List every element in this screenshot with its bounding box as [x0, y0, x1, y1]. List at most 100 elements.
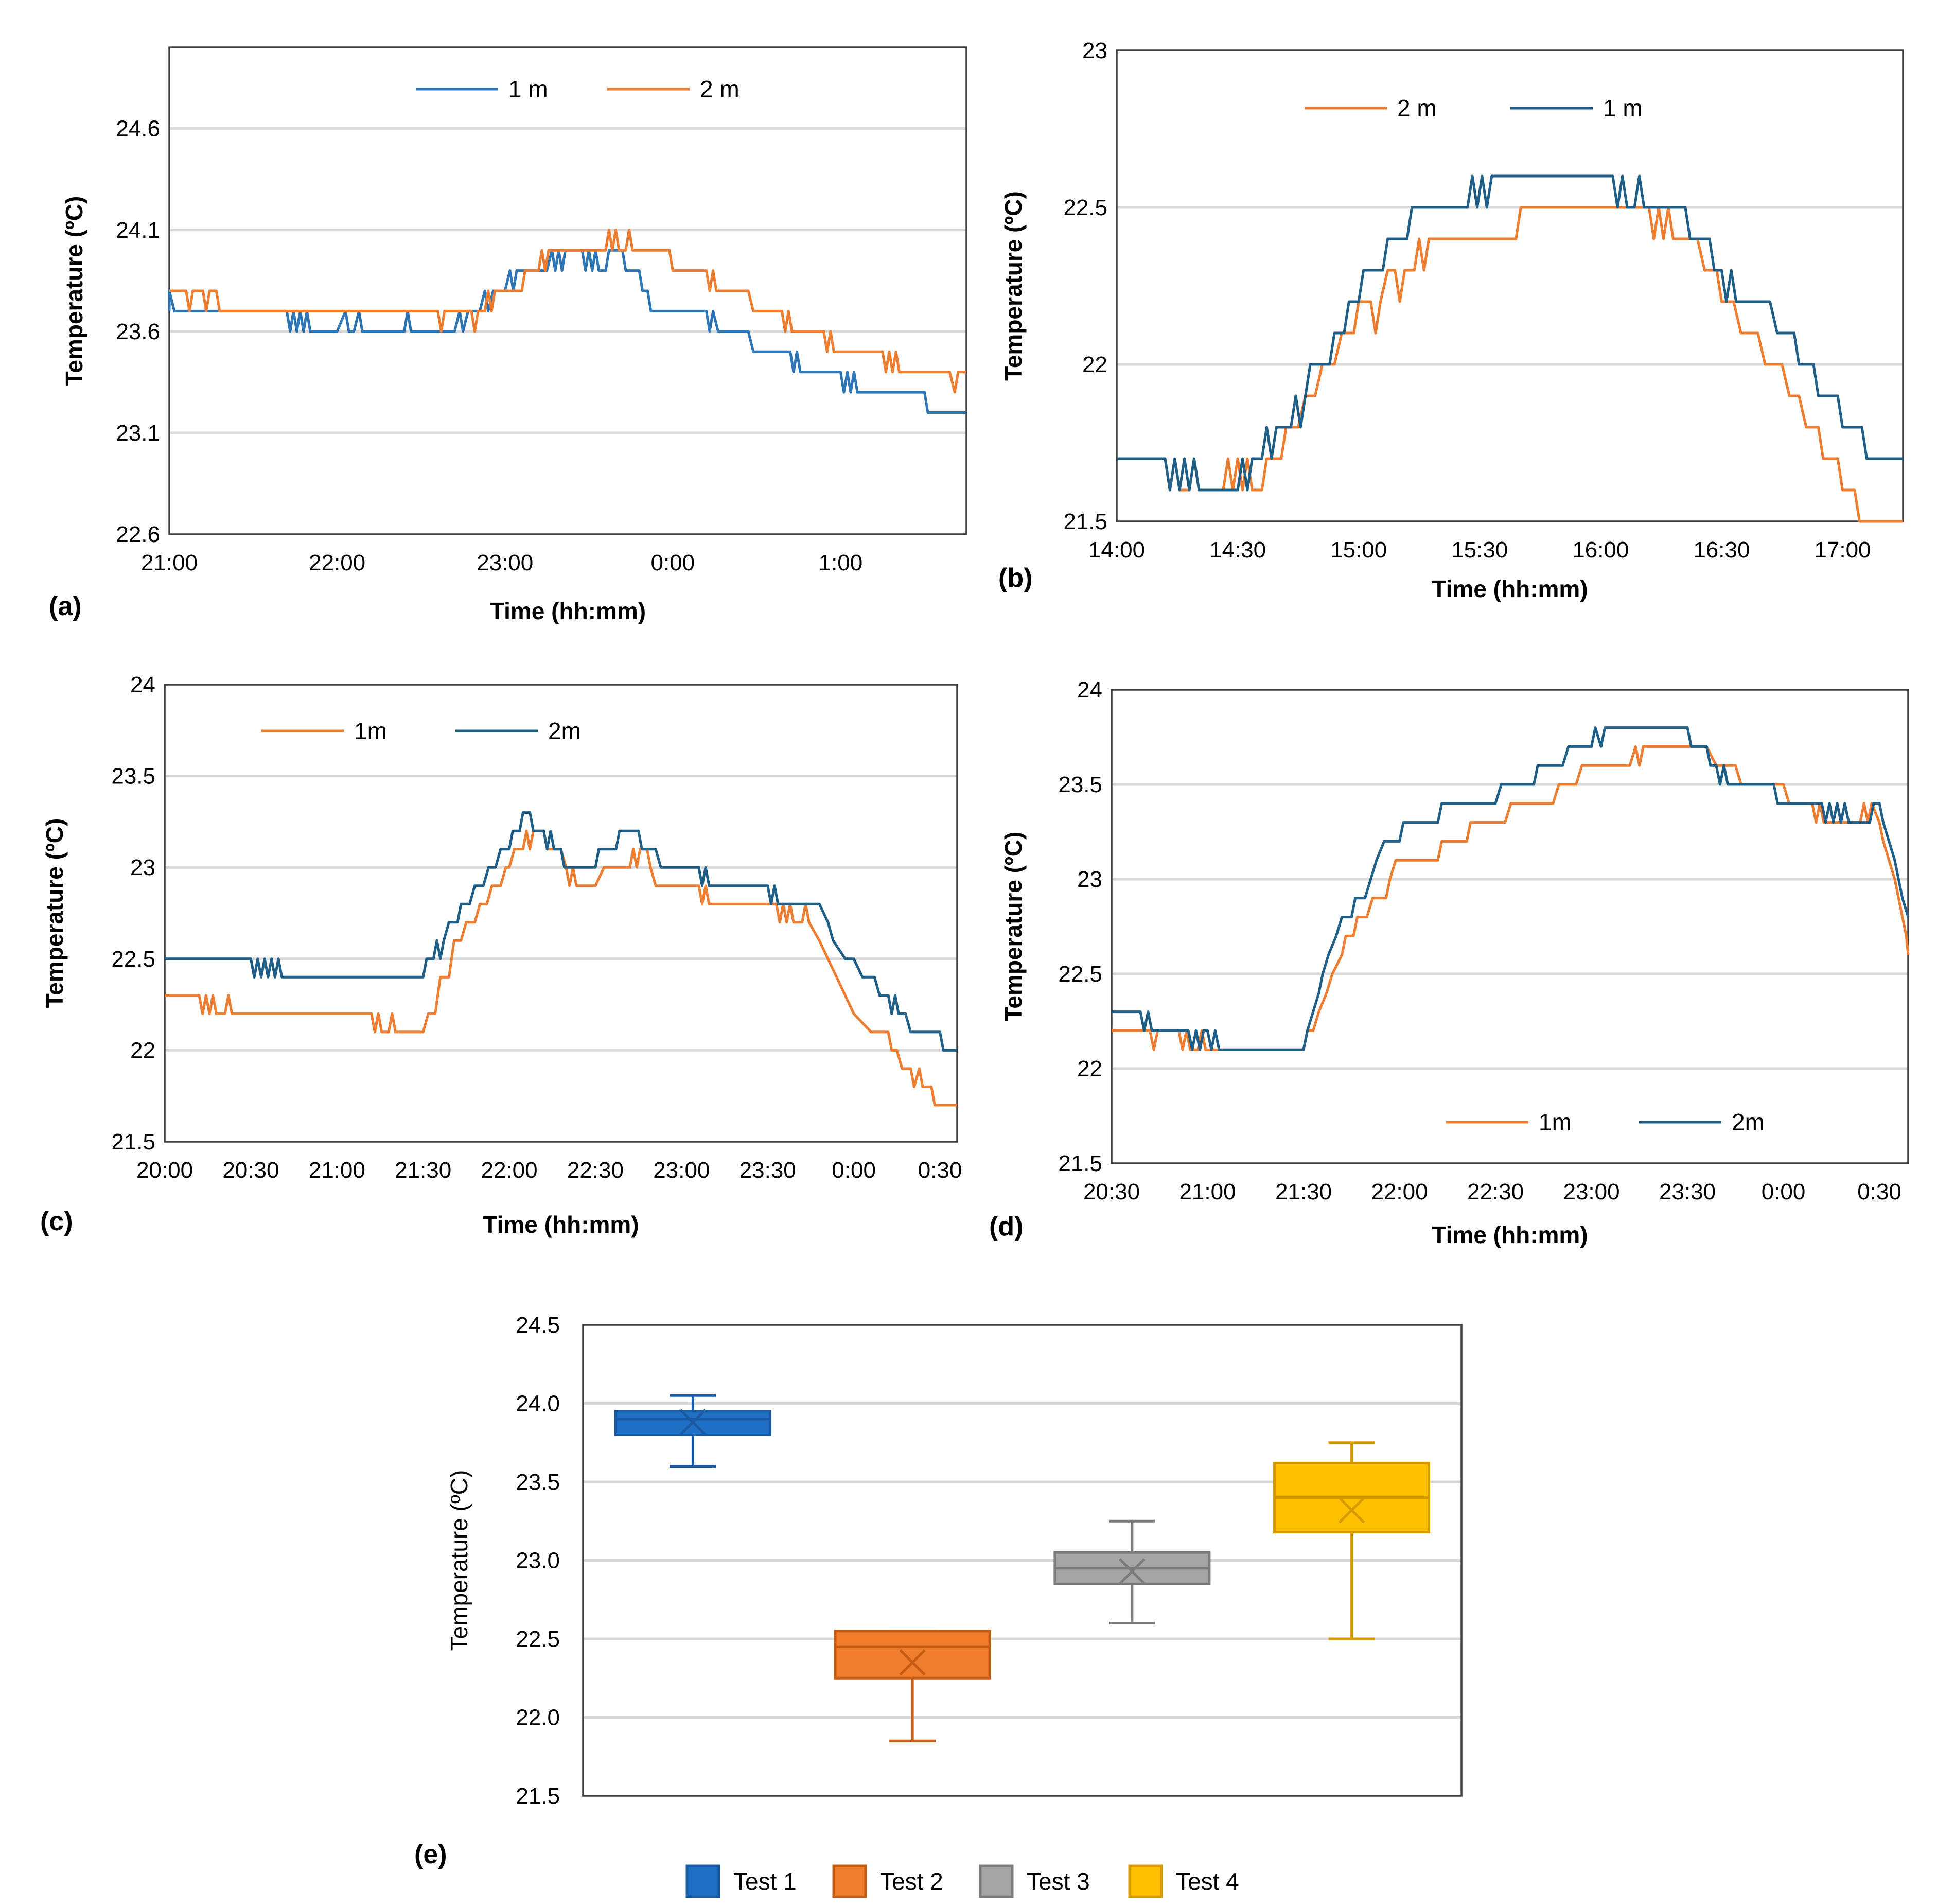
- legend-swatch: [685, 1864, 720, 1898]
- x-tick-label: 21:00: [141, 550, 198, 575]
- x-tick-label: 16:30: [1693, 537, 1750, 563]
- y-tick-label: 24: [130, 672, 155, 697]
- x-tick-label: 23:30: [1659, 1179, 1716, 1204]
- legend-swatch: [979, 1864, 1014, 1898]
- x-tick-label: 23:00: [653, 1158, 710, 1183]
- legend-label: 1m: [1539, 1109, 1572, 1136]
- y-tick-label: 24.0: [516, 1391, 560, 1417]
- legend-label: Test 4: [1176, 1868, 1239, 1895]
- y-tick-label: 24.1: [116, 218, 160, 243]
- x-tick-label: 14:30: [1209, 537, 1266, 563]
- box-test-1: [614, 1394, 771, 1468]
- y-tick-label: 22.5: [1058, 962, 1102, 987]
- y-axis-title: Temperature (ºC): [1000, 832, 1027, 1022]
- y-tick-label: 21.5: [111, 1129, 155, 1155]
- x-tick-label: 14:00: [1088, 537, 1145, 563]
- mean-marker: [1338, 1497, 1365, 1524]
- x-tick-label: 23:30: [739, 1158, 796, 1183]
- y-tick-label: 23: [1082, 38, 1107, 63]
- y-tick-label: 22.0: [516, 1705, 560, 1731]
- panel-label: (d): [989, 1212, 1023, 1242]
- y-tick-label: 21.5: [1058, 1151, 1102, 1176]
- x-tick-label: 22:30: [567, 1158, 624, 1183]
- x-tick-label: 15:00: [1330, 537, 1387, 563]
- x-tick-label: 22:30: [1467, 1179, 1524, 1204]
- y-tick-label: 22.5: [516, 1627, 560, 1652]
- x-tick-label: 21:30: [1275, 1179, 1332, 1204]
- series-line-2m: [165, 811, 957, 1052]
- x-tick-label: 22:00: [1371, 1179, 1428, 1204]
- x-axis-title: Time (hh:mm): [1432, 575, 1588, 602]
- legend-swatch: [1128, 1864, 1163, 1898]
- box-test-4: [1273, 1441, 1431, 1640]
- plot-frame: [164, 684, 958, 1143]
- x-tick-label: 22:00: [481, 1158, 538, 1183]
- y-tick-label: 24: [1077, 677, 1102, 703]
- x-tick-label: 22:00: [309, 550, 365, 575]
- y-tick-label: 23.1: [116, 421, 160, 446]
- x-tick-label: 16:00: [1572, 537, 1629, 563]
- x-tick-label: 0:00: [832, 1158, 876, 1183]
- plot-frame: [1111, 689, 1909, 1164]
- legend-label: 2 m: [1397, 95, 1437, 121]
- x-tick-label: 20:30: [1083, 1179, 1140, 1204]
- legend-label: 1 m: [508, 76, 548, 102]
- y-tick-label: 22: [1082, 352, 1107, 377]
- box-test-3: [1053, 1519, 1211, 1624]
- y-tick-label: 22.5: [111, 947, 155, 972]
- x-tick-label: 21:00: [1179, 1179, 1236, 1204]
- x-tick-label: 0:00: [1762, 1179, 1806, 1204]
- y-tick-label: 24.6: [116, 116, 160, 142]
- x-tick-label: 20:30: [222, 1158, 279, 1183]
- plot-frame: [582, 1324, 1463, 1797]
- y-tick-label: 23.5: [516, 1470, 560, 1495]
- y-tick-label: 22: [1077, 1056, 1102, 1081]
- x-tick-label: 1:00: [819, 550, 863, 575]
- series-line-1m: [1112, 745, 1910, 1051]
- chart-panel-3: 21.5 22 22.5 23 23.5 24 20:00 20:30 21:00 21:30 22…: [40, 672, 962, 1238]
- plot-frame: [1116, 49, 1904, 522]
- legend-label: 1 m: [1603, 95, 1643, 121]
- box-test-2: [834, 1630, 991, 1742]
- y-tick-label: 22.5: [1063, 195, 1107, 220]
- legend-swatch: [832, 1864, 867, 1898]
- x-tick-label: 23:00: [1563, 1179, 1619, 1204]
- x-axis-title: Time (hh:mm): [483, 1211, 639, 1238]
- series-line-1m: [1117, 174, 1903, 492]
- y-tick-label: 23: [130, 855, 155, 880]
- y-axis-title: Temperature (ºC): [446, 1470, 472, 1651]
- y-tick-label: 24.5: [516, 1313, 560, 1338]
- y-axis-title: Temperature (ºC): [41, 818, 68, 1008]
- x-tick-label: 15:30: [1451, 537, 1508, 563]
- x-tick-label: 0:30: [1857, 1179, 1901, 1204]
- legend-label: 1m: [354, 718, 387, 744]
- series-line-2m: [1117, 206, 1903, 523]
- x-tick-label: 20:00: [136, 1158, 193, 1183]
- chart-panel-1: 22.6 23.1 23.6 24.1 24.6 21:00 22:00 23:00 0:00 1…: [49, 46, 967, 624]
- y-tick-label: 21.5: [516, 1784, 560, 1809]
- x-axis-title: Time (hh:mm): [1432, 1221, 1588, 1248]
- legend-label: 2 m: [700, 76, 739, 102]
- x-tick-label: 0:30: [918, 1158, 962, 1183]
- y-tick-label: 23.0: [516, 1548, 560, 1574]
- x-tick-label: 21:00: [309, 1158, 365, 1183]
- mean-marker: [1119, 1558, 1146, 1585]
- y-tick-label: 22: [130, 1038, 155, 1063]
- series-line-2m: [169, 229, 966, 394]
- legend-label: Test 3: [1027, 1868, 1090, 1895]
- y-axis-title: Temperature (ºC): [1000, 191, 1027, 381]
- series-line-1m: [165, 829, 957, 1107]
- x-tick-label: 17:00: [1814, 537, 1871, 563]
- mean-marker: [899, 1649, 926, 1676]
- chart-panel-5: 21.5 22.0 22.5 23.0 23.5 24.0 24.5 Test 1 Test 2…: [414, 1313, 1463, 1898]
- y-tick-label: 22.6: [116, 522, 160, 547]
- legend-label: 2m: [548, 718, 581, 744]
- chart-panel-4: 21.5 22 22.5 23 23.5 24 20:30 21:00 21:30 22:00 22…: [989, 677, 1910, 1248]
- panel-label: (c): [40, 1207, 73, 1236]
- y-tick-label: 23.5: [111, 764, 155, 789]
- x-tick-label: 23:00: [477, 550, 533, 575]
- y-tick-label: 21.5: [1063, 509, 1107, 534]
- chart-panel-2: 21.5 22 22.5 23 14:00 14:30 15:00 15:30 16:00 16:…: [998, 38, 1904, 602]
